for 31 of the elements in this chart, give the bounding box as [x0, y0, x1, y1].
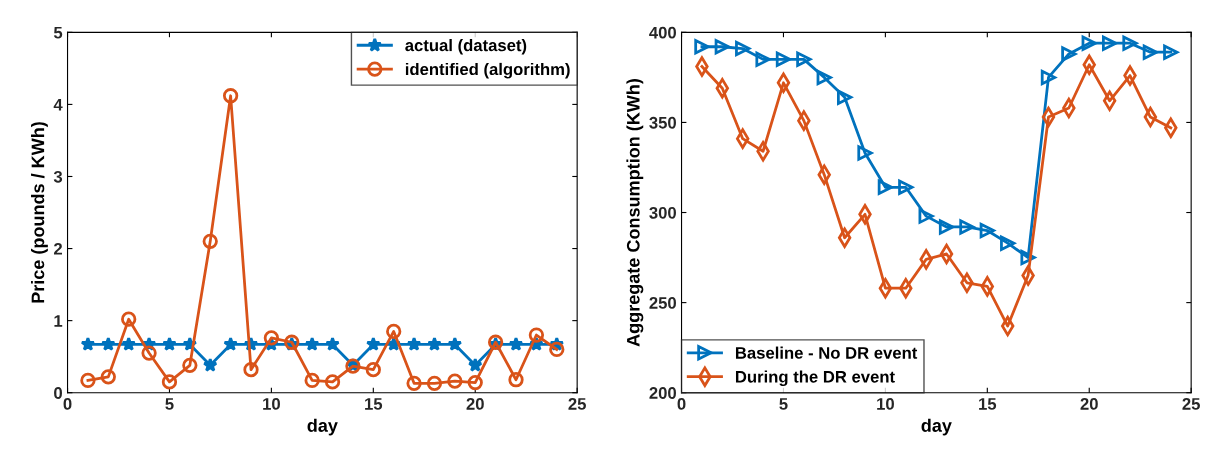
- y-tick-label: 3: [53, 170, 63, 183]
- legend-label: During the DR event: [735, 370, 895, 387]
- y-axis-title: Aggregate Consumption (KWh): [626, 79, 644, 347]
- y-tick-label: 5: [53, 26, 63, 39]
- x-tick-label: 0: [677, 398, 686, 410]
- y-tick-label: 300: [649, 206, 676, 219]
- y-tick-label: 400: [649, 26, 676, 39]
- x-tick-label: 25: [568, 398, 586, 410]
- x-tick-label: 5: [165, 398, 174, 410]
- x-tick-label: 15: [979, 398, 997, 410]
- x-tick-label: 25: [1182, 398, 1200, 410]
- legend-label: identified (algorithm): [405, 62, 570, 79]
- x-tick-label: 20: [466, 398, 484, 410]
- x-tick-label: 5: [779, 398, 788, 410]
- y-axis-title: Price (pounds / KWh): [31, 122, 48, 303]
- x-axis-title: day: [307, 418, 338, 436]
- y-tick-label: 350: [649, 116, 676, 129]
- x-tick-label: 0: [63, 398, 72, 410]
- y-tick-label: 4: [53, 98, 63, 111]
- legend-label: Baseline - No DR event: [735, 346, 918, 359]
- x-tick-label: 10: [263, 398, 280, 410]
- x-tick-label: 15: [365, 398, 383, 410]
- x-tick-label: 20: [1080, 398, 1098, 410]
- y-tick-label: 250: [649, 297, 676, 309]
- y-tick-label: 2: [53, 242, 63, 255]
- x-tick-label: 10: [877, 398, 894, 410]
- x-axis-title: day: [921, 418, 952, 436]
- y-tick-label: 1: [54, 315, 63, 327]
- y-tick-label: 0: [54, 387, 62, 399]
- legend-label: actual (dataset): [405, 39, 527, 55]
- y-tick-label: 200: [649, 387, 676, 399]
